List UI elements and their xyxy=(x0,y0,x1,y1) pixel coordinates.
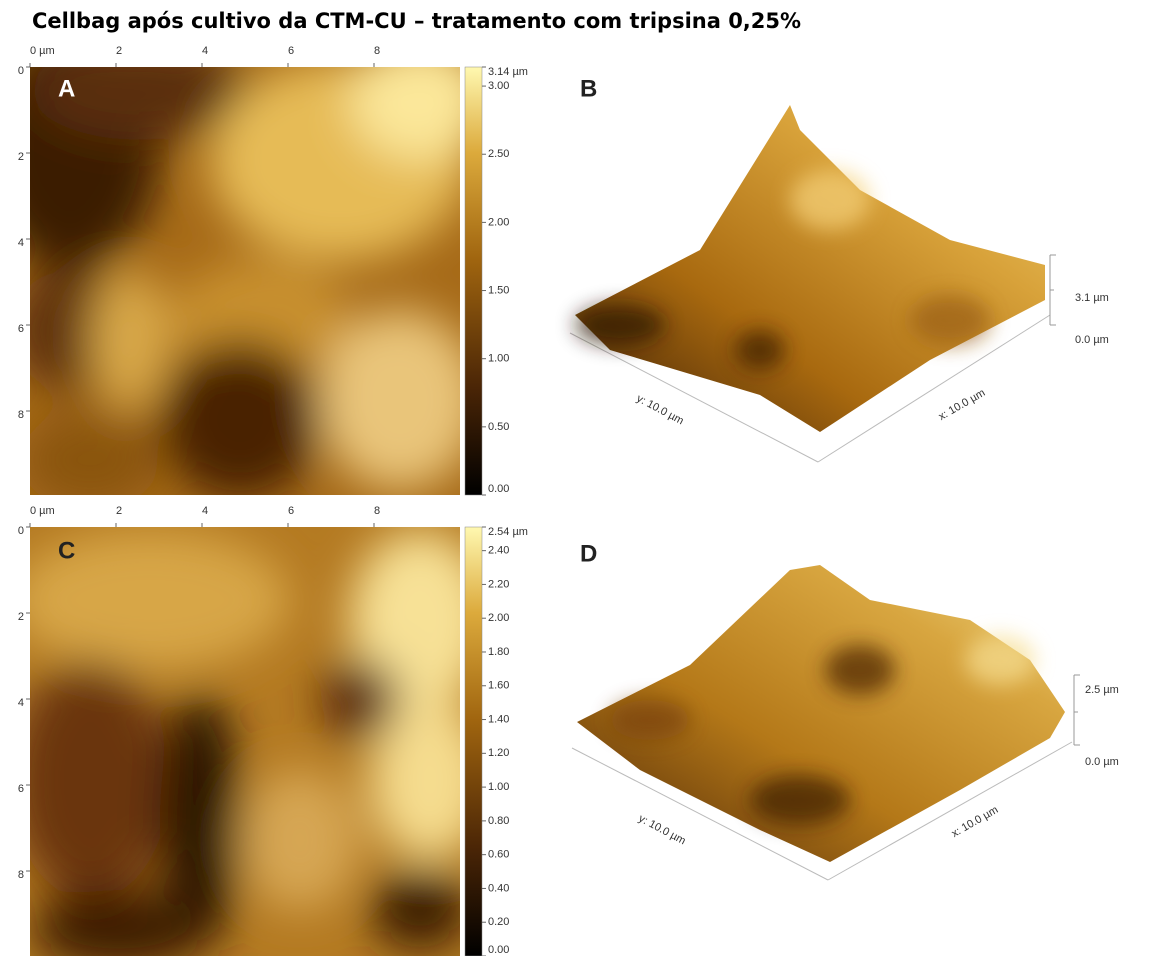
colorbar-tick-label: 1.80 xyxy=(488,646,509,658)
colorbar-tick-label: 1.50 xyxy=(488,284,509,296)
y-tick-label: 8 xyxy=(18,409,24,421)
y-tick-label: 6 xyxy=(18,783,24,795)
colorbar-tick-label: 3.00 xyxy=(488,80,509,92)
colorbar-tick-label: 1.00 xyxy=(488,781,509,793)
y-tick-label: 4 xyxy=(18,697,24,709)
colorbar-tick-label: 0.60 xyxy=(488,849,509,861)
axis-label: y: 10.0 µm xyxy=(636,813,687,848)
x-tick-label: 6 xyxy=(288,505,294,517)
x-tick-label: 4 xyxy=(202,505,208,517)
colorbar-tick-label: 2.20 xyxy=(488,578,509,590)
x-tick-label: 8 xyxy=(374,505,380,517)
panel-label: B xyxy=(580,75,597,102)
figure-title: Cellbag após cultivo da CTM-CU – tratame… xyxy=(32,9,801,33)
colorbar-tick-label: 1.20 xyxy=(488,747,509,759)
z-label: 2.5 µm xyxy=(1085,684,1119,696)
colorbar-tick-label: 1.40 xyxy=(488,713,509,725)
y-tick-label: 0 xyxy=(18,65,24,77)
y-tick-label: 8 xyxy=(18,869,24,881)
axis-label: x: 10.0 µm xyxy=(937,387,988,423)
colorbar-tick-label: 0.80 xyxy=(488,815,509,827)
colorbar-tick-label: 2.00 xyxy=(488,216,509,228)
x-tick-label: 2 xyxy=(116,45,122,57)
colorbar-tick-label: 0.00 xyxy=(488,944,509,956)
colorbar-max-label: 2.54 µm xyxy=(488,526,528,538)
panel-label: D xyxy=(580,540,597,567)
y-tick-label: 6 xyxy=(18,323,24,335)
x-tick-label: 2 xyxy=(116,505,122,517)
colorbar-tick-label: 1.60 xyxy=(488,680,509,692)
afm-map xyxy=(10,527,490,956)
axis-label: y: 10.0 µm xyxy=(634,393,685,428)
y-tick-label: 0 xyxy=(18,525,24,537)
colorbar-tick-label: 0.40 xyxy=(488,882,509,894)
x-tick-label: 8 xyxy=(374,45,380,57)
colorbar-tick-label: 0.50 xyxy=(488,421,509,433)
x-tick-label: 4 xyxy=(202,45,208,57)
colorbar-tick-label: 2.50 xyxy=(488,148,509,160)
colorbar-tick-label: 1.00 xyxy=(488,353,509,365)
axis-label: x: 10.0 µm xyxy=(950,804,1001,840)
colorbar xyxy=(465,527,482,956)
x-tick-label: 0 µm xyxy=(30,45,55,57)
colorbar xyxy=(465,67,482,495)
colorbar-max-label: 3.14 µm xyxy=(488,66,528,78)
surface-3d: D 2.5 µm 0.0 µm y: 10.0 µm x: 10.0 µm xyxy=(572,540,1119,880)
z-label: 3.1 µm xyxy=(1075,292,1109,304)
z-label: 0.0 µm xyxy=(1075,334,1109,346)
x-tick-label: 0 µm xyxy=(30,505,55,517)
colorbar-tick-label: 0.20 xyxy=(488,916,509,928)
figure: Cellbag após cultivo da CTM-CU – tratame… xyxy=(0,0,1151,956)
colorbar-tick-label: 2.00 xyxy=(488,612,509,624)
panel-label: C xyxy=(58,537,75,564)
z-label: 0.0 µm xyxy=(1085,756,1119,768)
surface-3d: B 3.1 µm 0.0 µm y: 10.0 µm x: 10.0 µm xyxy=(570,75,1109,462)
panel-label: A xyxy=(58,75,75,102)
y-tick-label: 2 xyxy=(18,151,24,163)
colorbar-tick-label: 0.00 xyxy=(488,483,509,495)
y-tick-label: 2 xyxy=(18,611,24,623)
x-tick-label: 6 xyxy=(288,45,294,57)
colorbar-tick-label: 2.40 xyxy=(488,545,509,557)
y-tick-label: 4 xyxy=(18,237,24,249)
